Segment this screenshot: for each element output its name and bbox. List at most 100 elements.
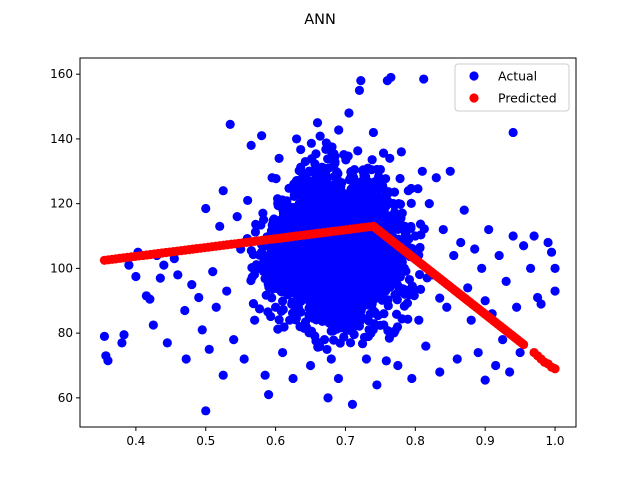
actual-point — [277, 347, 288, 358]
actual-point — [347, 399, 358, 409]
actual-point — [414, 269, 425, 280]
actual-point — [288, 259, 299, 270]
predicted-point — [550, 364, 560, 374]
actual-point — [329, 335, 339, 345]
actual-point — [329, 185, 339, 195]
actual-point — [284, 183, 294, 193]
actual-point — [323, 192, 333, 202]
actual-point — [378, 148, 389, 158]
actual-point — [407, 373, 417, 384]
legend-label-predicted: Predicted — [498, 91, 557, 106]
actual-point — [278, 265, 288, 275]
actual-point — [338, 191, 348, 201]
actual-point — [275, 273, 285, 284]
x-tick-label: 0.4 — [126, 434, 145, 448]
actual-point — [372, 380, 382, 390]
actual-point — [278, 304, 288, 315]
actual-point — [501, 276, 511, 286]
actual-point — [388, 198, 398, 209]
actual-point — [103, 356, 113, 366]
actual-point — [251, 219, 261, 229]
actual-point — [273, 194, 283, 204]
actual-point — [334, 125, 344, 135]
actual-point — [294, 175, 304, 186]
actual-point — [344, 259, 354, 269]
actual-point — [262, 253, 272, 263]
actual-point — [316, 198, 326, 208]
legend-marker-actual — [469, 71, 479, 81]
actual-point — [124, 260, 134, 270]
actual-point — [536, 299, 546, 309]
actual-point — [403, 314, 413, 324]
actual-point — [359, 279, 370, 289]
actual-point — [335, 203, 346, 214]
actual-point — [272, 257, 283, 267]
actual-point — [421, 341, 431, 351]
actual-point — [339, 214, 350, 224]
actual-point — [480, 296, 490, 306]
legend-label-actual: Actual — [498, 69, 537, 84]
actual-point — [208, 267, 218, 277]
actual-point — [402, 298, 413, 308]
actual-point — [243, 195, 253, 206]
actual-point — [456, 237, 466, 248]
actual-point — [119, 330, 129, 340]
x-tick-label: 1.0 — [545, 434, 564, 448]
actual-point — [330, 217, 340, 227]
actual-point — [312, 118, 323, 128]
actual-point — [162, 338, 172, 348]
actual-point — [390, 290, 400, 300]
actual-point — [288, 373, 298, 384]
actual-point — [473, 347, 483, 358]
predicted-point — [519, 339, 529, 350]
actual-point — [320, 316, 330, 326]
actual-point — [281, 213, 291, 223]
actual-point — [325, 271, 335, 281]
actual-point — [416, 230, 426, 240]
actual-point — [384, 274, 394, 284]
actual-point — [331, 239, 341, 249]
actual-point — [346, 167, 356, 177]
actual-point — [361, 354, 372, 364]
actual-point — [329, 160, 339, 170]
actual-series — [99, 72, 560, 416]
actual-point — [215, 221, 225, 231]
actual-point — [307, 256, 317, 267]
actual-point — [315, 341, 325, 352]
actual-point — [435, 367, 445, 377]
actual-point — [274, 315, 284, 325]
actual-point — [316, 242, 327, 252]
actual-point — [419, 74, 429, 84]
actual-point — [339, 332, 349, 342]
actual-point — [341, 319, 352, 329]
actual-point — [299, 244, 310, 254]
actual-point — [257, 131, 267, 141]
actual-point — [250, 315, 260, 325]
actual-point — [332, 284, 342, 294]
actual-point — [159, 260, 169, 270]
x-tick-label: 0.8 — [406, 434, 425, 448]
actual-point — [333, 373, 344, 384]
actual-point — [201, 406, 211, 416]
actual-point — [435, 293, 445, 303]
actual-point — [322, 344, 332, 355]
actual-point — [463, 283, 473, 293]
actual-point — [232, 212, 242, 222]
predicted-series — [99, 221, 560, 374]
actual-point — [287, 299, 297, 309]
actual-point — [363, 163, 373, 173]
actual-point — [386, 72, 396, 83]
actual-point — [293, 212, 303, 222]
actual-point — [529, 231, 539, 241]
actual-point — [218, 186, 228, 196]
actual-point — [370, 307, 380, 317]
actual-point — [413, 184, 423, 194]
actual-point — [417, 166, 427, 176]
x-tick-label: 0.5 — [196, 434, 215, 448]
actual-point — [274, 153, 284, 163]
actual-point — [480, 375, 490, 385]
actual-point — [271, 173, 281, 184]
actual-point — [415, 243, 425, 253]
actual-point — [148, 320, 158, 330]
actual-point — [306, 138, 316, 148]
